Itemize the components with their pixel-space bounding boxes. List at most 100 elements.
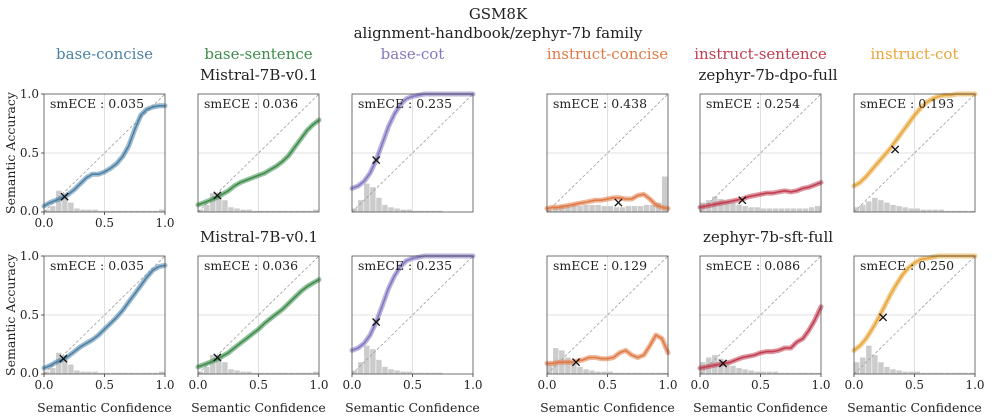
histogram-bar bbox=[62, 195, 68, 212]
panel-instruct-sentence-row1: smECE : 0.086 0.0 0.5 1.0 bbox=[690, 255, 831, 392]
histogram-bar bbox=[222, 200, 228, 212]
panel-base-sentence-row1: smECE : 0.036 0.0 0.5 1.0 bbox=[188, 255, 329, 392]
histogram-bar bbox=[643, 372, 650, 374]
histogram-bar bbox=[649, 204, 656, 212]
x-tick-label: 1.0 bbox=[155, 378, 174, 392]
x-tick-label: 0.5 bbox=[95, 216, 114, 230]
histogram-bar bbox=[884, 202, 890, 212]
mean-marker-icon bbox=[614, 198, 623, 207]
histogram-bar bbox=[146, 210, 153, 212]
row-label-right-0: zephyr-7b-dpo-full bbox=[698, 66, 837, 84]
histogram-bar bbox=[601, 206, 607, 212]
histogram-bar bbox=[796, 208, 803, 212]
histogram-bar bbox=[140, 210, 147, 212]
histogram-bar bbox=[808, 372, 815, 374]
histogram-bar bbox=[607, 371, 613, 374]
mean-marker-icon bbox=[718, 359, 728, 368]
histogram-bar bbox=[210, 193, 216, 212]
histogram-bar bbox=[394, 370, 400, 374]
x-tick-label: 0.5 bbox=[403, 378, 422, 392]
histogram-bar bbox=[730, 202, 736, 212]
histogram-bar bbox=[92, 371, 98, 374]
x-axis-label-col-1: Semantic Confidence bbox=[191, 400, 326, 415]
histogram-bar bbox=[938, 372, 945, 374]
y-tick-label: 0.0 bbox=[20, 366, 39, 380]
column-title-base-cot: base-cot bbox=[381, 45, 445, 63]
smece-annotation: smECE : 0.035 bbox=[50, 258, 144, 273]
histogram-bar bbox=[246, 371, 252, 374]
histogram-bar bbox=[128, 210, 135, 212]
x-tick-label: 1.0 bbox=[811, 378, 830, 392]
y-axis-label-row-1: Semantic Accuracy bbox=[3, 253, 18, 376]
histogram-bar bbox=[595, 204, 601, 212]
diagonal-reference-line bbox=[197, 255, 320, 375]
histogram-bar bbox=[571, 362, 577, 374]
x-axis-label-col-3: Semantic Confidence bbox=[540, 400, 675, 415]
y-tick-label: 1.0 bbox=[20, 249, 39, 263]
histogram-bar bbox=[655, 372, 662, 374]
histogram-bar bbox=[240, 371, 246, 374]
histogram-bar bbox=[950, 210, 957, 212]
histogram-bar bbox=[352, 370, 358, 374]
histogram-bar bbox=[134, 372, 141, 374]
histogram-bar bbox=[730, 365, 736, 374]
histogram-bar bbox=[98, 372, 104, 374]
histogram-bar bbox=[306, 210, 313, 212]
histogram-bar bbox=[872, 197, 878, 212]
histogram-bar bbox=[44, 371, 50, 374]
panel-base-concise-row0: smECE : 0.035 0.0 0.5 1.0 0.0 0.5 1.0 bbox=[20, 87, 175, 230]
histogram-bar bbox=[74, 370, 80, 374]
mean-marker-icon bbox=[571, 358, 581, 367]
x-tick-label: 1.0 bbox=[965, 378, 984, 392]
column-title-base-concise: base-concise bbox=[56, 45, 153, 63]
x-tick-label: 0.5 bbox=[598, 378, 617, 392]
histogram-bar bbox=[204, 366, 210, 374]
histogram-bar bbox=[920, 209, 926, 212]
histogram-bar bbox=[300, 372, 307, 374]
histogram-bar bbox=[790, 372, 797, 374]
histogram-bar bbox=[288, 210, 295, 212]
histogram-bar bbox=[748, 370, 754, 374]
histogram-bar bbox=[595, 371, 601, 374]
calibration-curve bbox=[546, 334, 669, 365]
column-titles: base-concise base-sentence base-cot instruc… bbox=[56, 45, 959, 63]
histogram-bar bbox=[565, 357, 571, 374]
histogram-bar bbox=[742, 369, 748, 374]
histogram-bar bbox=[760, 208, 766, 212]
panel-frame bbox=[853, 93, 976, 213]
histogram-bar bbox=[228, 207, 234, 212]
column-title-instruct-cot: instruct-cot bbox=[871, 45, 959, 63]
histogram-bar bbox=[418, 372, 424, 374]
histogram-bar bbox=[613, 207, 619, 212]
histogram-bar bbox=[565, 206, 571, 212]
figure-subtitle: alignment-handbook/zephyr-7b family bbox=[354, 24, 643, 42]
histogram-bar bbox=[589, 204, 595, 212]
diagonal-reference-line bbox=[699, 93, 822, 213]
histogram-bar bbox=[358, 200, 364, 212]
x-tick-label: 0.0 bbox=[844, 378, 863, 392]
panel-frame bbox=[197, 93, 320, 213]
x-tick-label: 0.0 bbox=[188, 378, 207, 392]
panel-frame bbox=[546, 93, 669, 213]
histogram-bar bbox=[198, 371, 204, 374]
histogram-bar bbox=[748, 207, 754, 212]
histogram-bar bbox=[583, 204, 589, 212]
histogram-bar bbox=[430, 210, 437, 212]
diagonal-reference-line bbox=[699, 255, 822, 375]
histogram-bar bbox=[270, 372, 277, 374]
row-label-left-1: Mistral-7B-v0.1 bbox=[200, 228, 318, 246]
histogram-bar bbox=[418, 210, 424, 212]
histogram-bar bbox=[86, 371, 92, 374]
histogram-bar bbox=[382, 204, 388, 212]
panel-base-cot-row1: smECE : 0.235 0.0 0.5 1.0 bbox=[342, 253, 483, 392]
y-tick-label: 0.5 bbox=[20, 146, 39, 160]
x-tick-label: 1.0 bbox=[309, 378, 328, 392]
calibration-curve bbox=[546, 193, 669, 210]
histogram-bar bbox=[661, 176, 668, 212]
histogram-bar bbox=[300, 210, 307, 212]
histogram-bar bbox=[74, 208, 80, 212]
smece-annotation: smECE : 0.193 bbox=[860, 96, 954, 111]
histogram-bar bbox=[802, 372, 809, 374]
x-axis-label-col-2: Semantic Confidence bbox=[345, 400, 480, 415]
